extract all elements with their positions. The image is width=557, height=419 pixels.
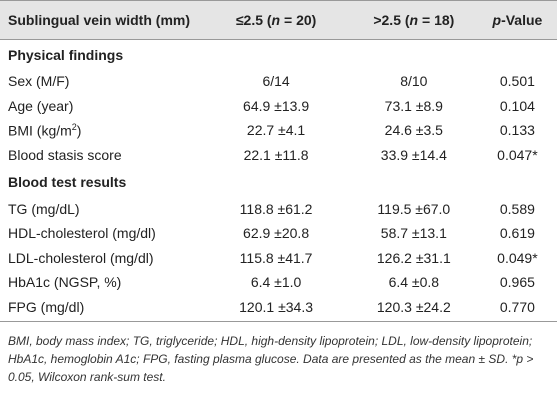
value-cell: 73.1 ±8.9 xyxy=(384,97,443,114)
data-row: HbA1c (NGSP, %) 6.4 ±1.0 6.4 ±0.8 0.965 xyxy=(0,270,557,295)
data-row: Blood stasis score 22.1 ±11.8 33.9 ±14.4 0.… xyxy=(0,143,557,168)
section-row: Physical findings xyxy=(0,40,557,70)
data-row: HDL-cholesterol (mg/dl) 62.9 ±20.8 58.7 ±1… xyxy=(0,221,557,246)
row-label: BMI (kg/m2) xyxy=(0,118,202,143)
header-text: p xyxy=(492,12,502,28)
row-label: Blood stasis score xyxy=(8,147,122,164)
header-cell: >2.5 (n = 18) xyxy=(349,0,478,40)
section-title: Blood test results xyxy=(8,173,127,190)
p-value-cell: 0.104 xyxy=(499,97,535,114)
header-text: >2.5 ( xyxy=(373,12,410,28)
value-cell: 33.9 ±14.4 xyxy=(380,147,447,164)
row-label: LDL-cholesterol (mg/dl) xyxy=(8,249,154,266)
header-row: Sublingual vein width (mm) ≤2.5 (n = 20)… xyxy=(0,0,557,40)
value-cell: 119.5 ±67.0 xyxy=(377,200,451,217)
p-value-cell: 0.589 xyxy=(499,200,535,217)
header-cell: ≤2.5 (n = 20) xyxy=(202,0,350,40)
value-cell: 6.4 ±1.0 xyxy=(250,274,302,291)
value-cell: 24.6 ±3.5 xyxy=(384,122,443,139)
p-value-cell: 0.770 xyxy=(477,294,557,323)
header-cell: Sublingual vein width (mm) xyxy=(0,0,203,40)
data-row: Sex (M/F) 6/14 8/10 0.501 xyxy=(0,69,557,94)
row-label: Sex (M/F) xyxy=(8,73,70,90)
data-row: BMI (kg/m2) 22.7 ±4.1 24.6 ±3.5 0.133 xyxy=(0,118,557,143)
section-row: Blood test results xyxy=(0,167,557,196)
value-cell: 115.8 ±41.7 xyxy=(239,249,313,266)
section-title: Physical findings xyxy=(8,46,124,63)
table-body: Physical findings Sex (M/F) 6/14 8/10 0.501 A… xyxy=(0,40,557,323)
p-value-cell: 0.133 xyxy=(499,122,535,139)
value-cell: 62.9 ±20.8 xyxy=(243,225,310,242)
data-row: Age (year) 64.9 ±13.9 73.1 ±8.9 0.104 xyxy=(0,94,557,119)
row-label: HbA1c (NGSP, %) xyxy=(8,274,122,291)
label-part: BMI (kg/m xyxy=(8,122,72,139)
value-cell: 120.1 ±34.3 xyxy=(202,294,350,323)
value-cell: 6/14 xyxy=(262,73,290,90)
value-cell: 22.7 ±4.1 xyxy=(246,122,306,139)
p-value-cell: 0.501 xyxy=(499,73,535,90)
header-text: n xyxy=(409,12,419,28)
value-cell: 120.3 ±24.2 xyxy=(349,294,478,323)
data-table: Sublingual vein width (mm) ≤2.5 (n = 20)… xyxy=(0,0,557,323)
data-row: FPG (mg/dl) 120.1 ±34.3 120.3 ±24.2 0.770 xyxy=(0,294,557,323)
data-row: TG (mg/dL) 118.8 ±61.2 119.5 ±67.0 0.589 xyxy=(0,196,557,221)
row-label: FPG (mg/dl) xyxy=(0,294,203,323)
value-cell: 58.7 ±13.1 xyxy=(380,225,447,242)
value-cell: 64.9 ±13.9 xyxy=(243,97,310,114)
label-part: ) xyxy=(76,122,82,139)
label-part: 2 xyxy=(71,122,77,133)
p-value-cell: 0.619 xyxy=(499,225,535,242)
value-cell: 6.4 ±0.8 xyxy=(388,274,440,291)
footnote: BMI, body mass index; TG, triglyceride; … xyxy=(8,334,534,385)
value-cell: 126.2 ±31.1 xyxy=(376,249,451,266)
data-row: LDL-cholesterol (mg/dl) 115.8 ±41.7 126.2 … xyxy=(0,246,557,271)
header-text: = 18) xyxy=(418,12,455,28)
header-text: ≤2.5 ( xyxy=(235,12,272,28)
value-cell: 118.8 ±61.2 xyxy=(239,200,313,217)
row-label: Age (year) xyxy=(8,97,74,114)
p-value-cell: 0.049* xyxy=(497,249,538,266)
value-cell: 22.1 ±11.8 xyxy=(243,147,309,164)
header-text: = 20) xyxy=(280,12,317,28)
p-value-cell: 0.047* xyxy=(497,147,538,164)
p-value-cell: 0.965 xyxy=(499,274,535,291)
header-text: -Value xyxy=(501,12,543,28)
header-cell: p-Value xyxy=(477,0,557,40)
value-cell: 8/10 xyxy=(400,73,428,90)
row-label: TG (mg/dL) xyxy=(8,200,80,217)
header-text: n xyxy=(271,12,281,28)
row-label: HDL-cholesterol (mg/dl) xyxy=(8,225,156,242)
